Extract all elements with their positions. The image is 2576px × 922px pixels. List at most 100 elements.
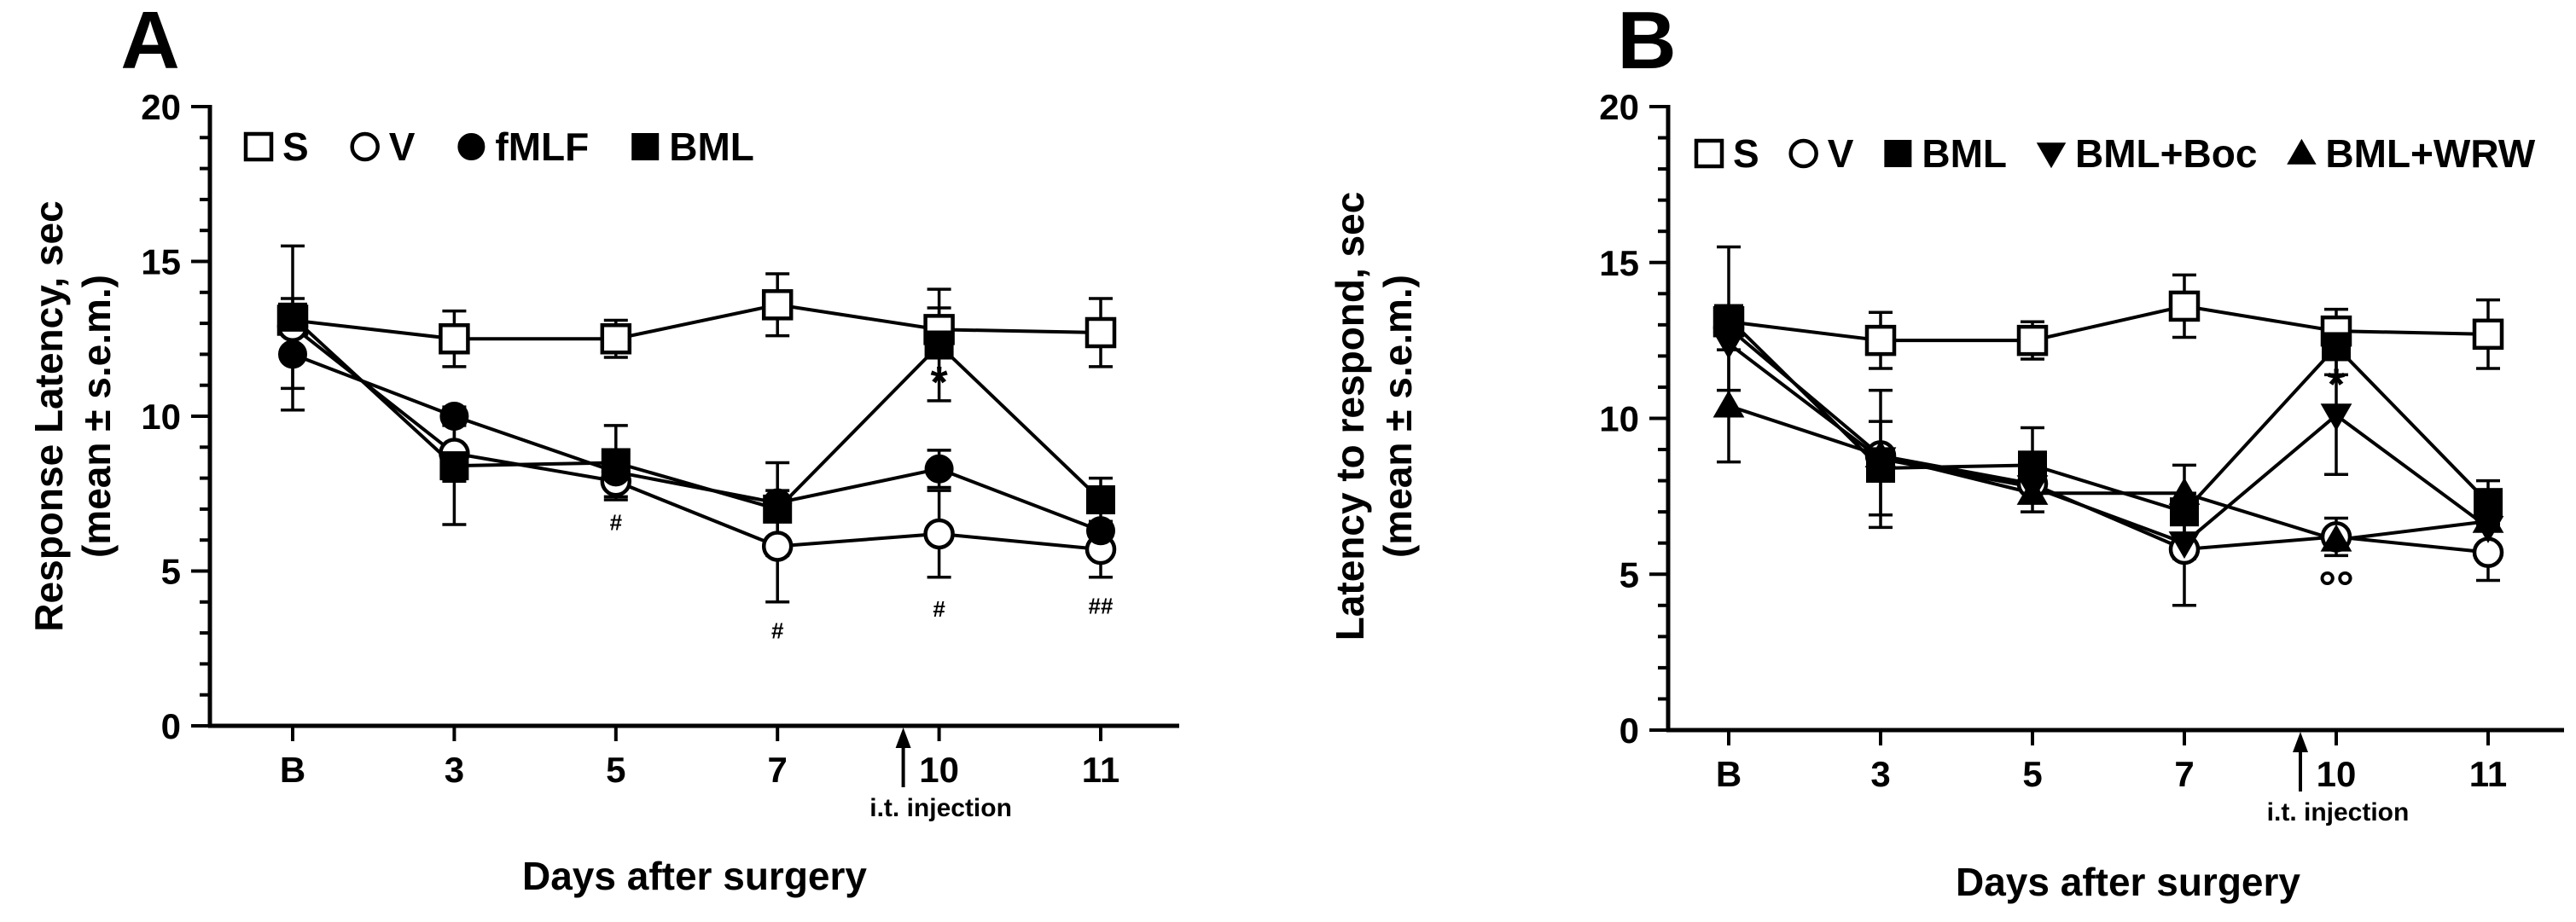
legend-label-BML: BML bbox=[669, 125, 754, 169]
data-point-BML bbox=[2018, 450, 2047, 480]
y-axis-title-line1: Latency to respond, sec bbox=[1328, 192, 1372, 641]
injection-label: i.t. injection bbox=[2267, 798, 2410, 826]
legend-item-BML+WRW: BML+WRW bbox=[2287, 131, 2536, 176]
x-tick-label: B bbox=[280, 750, 305, 790]
data-point-S bbox=[2472, 318, 2504, 351]
series-line-BML+Boc bbox=[1727, 342, 2490, 545]
data-point-S bbox=[2168, 290, 2201, 322]
legend-marker-S bbox=[1694, 138, 1724, 169]
data-point-BML bbox=[2474, 488, 2503, 518]
data-point-V bbox=[923, 518, 955, 550]
chart-panel-a: A 0 5 10 15 20 B 3 5 7 10 11 Days after surgery Respo… bbox=[26, 0, 1179, 898]
x-tick-label: 7 bbox=[768, 750, 788, 790]
y-axis-title-line2: (mean ± s.e.m.) bbox=[74, 275, 119, 558]
series-line-BML bbox=[291, 316, 1102, 512]
significance-mark: # bbox=[933, 596, 945, 622]
data-point-BML+WRW bbox=[2016, 477, 2049, 505]
y-tick-label: 15 bbox=[141, 242, 181, 282]
data-point-BML+WRW bbox=[2320, 524, 2352, 552]
legend-marker-BML+Boc bbox=[2036, 142, 2067, 169]
legend-marker-V bbox=[1788, 138, 1818, 169]
data-point-fMLF bbox=[278, 339, 307, 369]
data-point-S bbox=[1084, 316, 1117, 349]
x-tick-label: 10 bbox=[919, 750, 959, 790]
y-axis-title-line2: (mean ± s.e.m.) bbox=[1375, 275, 1420, 558]
data-point-BML bbox=[763, 494, 793, 524]
data-point-BML+Boc bbox=[2320, 403, 2352, 432]
legend-item-V: V bbox=[1788, 131, 1854, 176]
y-tick-label: 20 bbox=[1599, 87, 1639, 127]
y-tick-label: 0 bbox=[1619, 710, 1639, 751]
data-point-S bbox=[761, 289, 794, 321]
significance-mark: # bbox=[610, 509, 623, 535]
data-point-S bbox=[2016, 324, 2049, 357]
data-point-BML+Boc bbox=[1712, 332, 1745, 360]
legend-item-V: V bbox=[350, 125, 416, 169]
x-tick-label: 5 bbox=[606, 750, 625, 790]
data-point-fMLF bbox=[924, 454, 954, 484]
y-axis-title-line1: Response Latency, sec bbox=[26, 200, 71, 631]
data-point-BML bbox=[1086, 485, 1115, 515]
chart-a-svg: A 0 5 10 15 20 B 3 5 7 10 11 Days after surgery Respo… bbox=[26, 0, 1179, 898]
series-line-V bbox=[291, 325, 1102, 552]
y-tick-label: 20 bbox=[141, 87, 181, 127]
injection-label: i.t. injection bbox=[869, 794, 1012, 822]
x-axis-title: Days after surgery bbox=[1956, 860, 2300, 904]
legend-marker-V bbox=[350, 131, 380, 162]
chart-panel-b: B 0 5 10 15 20 B 3 5 7 10 11 Days after surgery Laten… bbox=[1288, 0, 2575, 922]
y-tick-label: 5 bbox=[1619, 554, 1639, 594]
x-tick-label: 7 bbox=[2174, 754, 2194, 794]
legend-label-S: S bbox=[1733, 131, 1759, 176]
injection-arrow-head bbox=[895, 728, 911, 748]
legend-item-S: S bbox=[1694, 131, 1759, 176]
y-tick-label: 10 bbox=[1599, 399, 1639, 439]
data-point-BML+Boc bbox=[2168, 531, 2201, 560]
x-tick-label: 3 bbox=[1870, 754, 1890, 794]
data-point-BML+WRW bbox=[2472, 505, 2504, 533]
significance-mark: * bbox=[2328, 360, 2346, 409]
legend-marker-S bbox=[243, 131, 274, 162]
x-tick-label: 3 bbox=[445, 750, 464, 790]
y-tick-label: 15 bbox=[1599, 243, 1639, 283]
x-tick-label: 5 bbox=[2022, 754, 2042, 794]
legend-marker-BML bbox=[631, 133, 660, 160]
data-point-BML bbox=[439, 451, 469, 481]
injection-arrow bbox=[895, 728, 911, 787]
data-point-S bbox=[600, 323, 632, 355]
legend-label-BML+Boc: BML+Boc bbox=[2075, 131, 2257, 176]
legend-label-BML: BML bbox=[1922, 131, 2007, 176]
series-line-BML+WRW bbox=[1728, 403, 2489, 542]
series-line-BML bbox=[1727, 317, 2490, 514]
data-point-BML+WRW bbox=[2168, 477, 2201, 505]
injection-arrow bbox=[2293, 732, 2308, 792]
legend-label-S: S bbox=[282, 125, 309, 169]
data-point-BML bbox=[278, 302, 307, 332]
legend-item-BML+Boc: BML+Boc bbox=[2036, 131, 2257, 176]
y-axis-title: Latency to respond, sec (mean ± s.e.m.) bbox=[1328, 192, 1420, 641]
series-line-S bbox=[292, 303, 1102, 341]
data-point-BML bbox=[2322, 332, 2351, 362]
legend-marker-BML+WRW bbox=[2287, 138, 2317, 165]
y-tick-label: 5 bbox=[161, 552, 181, 592]
legend-marker-BML bbox=[1884, 140, 1912, 167]
data-point-S bbox=[439, 323, 470, 355]
significance-mark: * bbox=[930, 358, 948, 408]
legend-item-S: S bbox=[243, 125, 309, 169]
x-tick-label: 10 bbox=[2317, 754, 2357, 794]
injection-arrow-head bbox=[2293, 732, 2308, 752]
y-axis-title: Response Latency, sec (mean ± s.e.m.) bbox=[26, 200, 119, 631]
x-tick-label: B bbox=[1716, 754, 1742, 794]
significance-mark: °° bbox=[2318, 563, 2354, 612]
legend-item-BML: BML bbox=[631, 125, 754, 169]
x-tick-label: 11 bbox=[1082, 750, 1119, 790]
series-line-S bbox=[1728, 304, 2489, 343]
y-tick-label: 0 bbox=[161, 706, 181, 746]
data-point-BML+WRW bbox=[1864, 439, 1897, 467]
x-tick-label: 11 bbox=[2469, 754, 2507, 794]
data-point-BML+WRW bbox=[1712, 390, 1745, 418]
legend-label-BML+WRW: BML+WRW bbox=[2325, 131, 2535, 176]
x-axis-title: Days after surgery bbox=[522, 854, 867, 898]
y-tick-label: 10 bbox=[141, 397, 181, 437]
legend-marker-fMLF bbox=[457, 133, 486, 160]
